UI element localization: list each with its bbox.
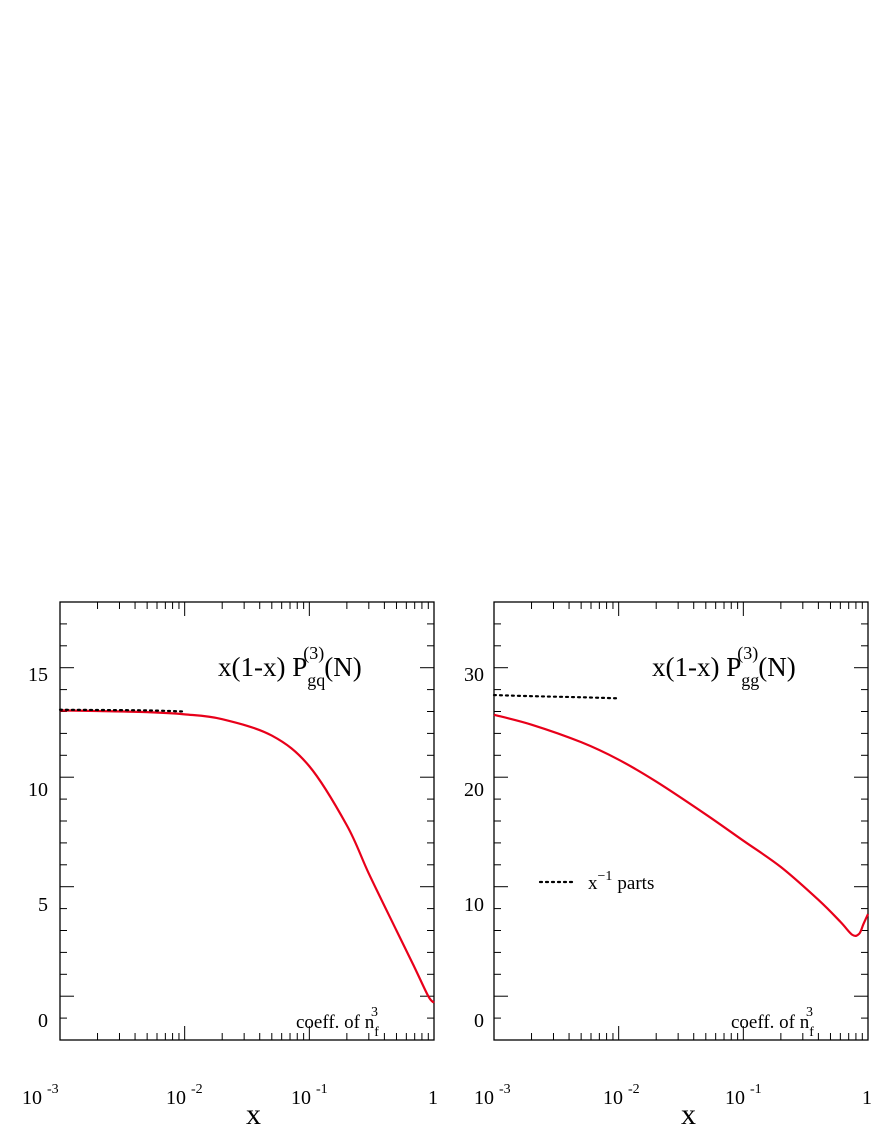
right-x-axis-label: x (681, 1098, 696, 1128)
right-xtick-label-1: 10 -2 (603, 1082, 640, 1109)
right-ytick-label-1: 10 (464, 894, 484, 916)
left-annotation: coeff. of nf3 (296, 1005, 379, 1040)
left-x-axis-label: x (246, 1098, 261, 1128)
right-tick-marks (493, 601, 868, 1041)
left-ytick-label-2: 10 (28, 779, 48, 801)
right-panel-title: x(1-x) Pgg(3)(N) (652, 643, 796, 690)
right-series-dotted-x-inverse (492, 693, 620, 700)
left-ytick-label-3: 15 (28, 664, 48, 686)
left-series-solid-full (59, 709, 435, 1004)
right-series-solid-full (493, 713, 870, 937)
right-ytick-label-2: 20 (464, 779, 484, 801)
right-ytick-label-3: 30 (464, 664, 484, 686)
right-series-group (492, 693, 870, 937)
right-xtick-label-0: 10 -3 (474, 1082, 511, 1109)
left-xtick-label-3: 1 (428, 1087, 438, 1109)
left-plot-frame (59, 601, 435, 1041)
left-ytick-label-1: 5 (38, 894, 48, 916)
left-panel: 0 5 10 15 10 -3 10 -2 10 -1 1 x x(1-x) Pgq(… (22, 601, 438, 1128)
right-plot-frame (493, 601, 869, 1041)
left-panel-title: x(1-x) Pgq(3)(N) (218, 643, 362, 690)
left-series-dotted-x-inverse (58, 708, 186, 713)
left-tick-marks (59, 601, 434, 1041)
left-xtick-label-1: 10 -2 (166, 1082, 203, 1109)
right-xtick-label-3: 1 (862, 1087, 872, 1109)
left-series-group (58, 708, 435, 1004)
right-annotation: coeff. of nf3 (731, 1005, 814, 1040)
left-ytick-label-0: 0 (38, 1010, 48, 1032)
right-panel: 0 10 20 30 10 -3 10 -2 10 -1 1 x x(1-x) Pgg… (464, 601, 872, 1128)
legend-label: x−1 parts (588, 869, 654, 894)
left-xtick-label-2: 10 -1 (291, 1082, 328, 1109)
right-xtick-label-2: 10 -1 (725, 1082, 762, 1109)
left-xtick-label-0: 10 -3 (22, 1082, 59, 1109)
right-ytick-label-0: 0 (474, 1010, 484, 1032)
